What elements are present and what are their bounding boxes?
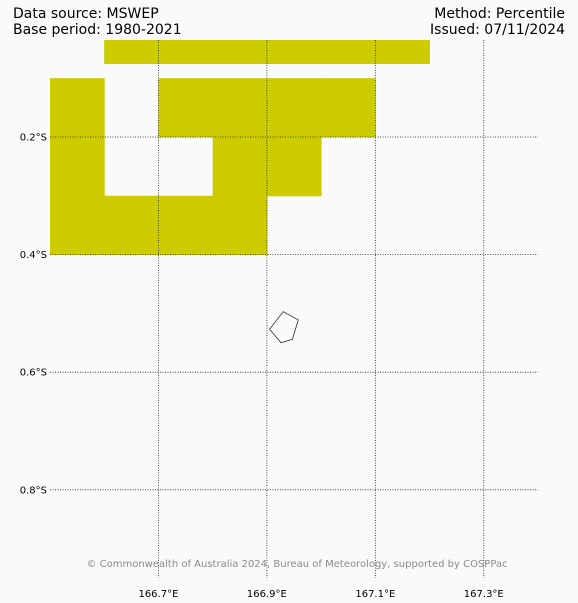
lon-tick-label: 166.9°E (247, 589, 287, 600)
lon-tick-label: 167.3°E (464, 589, 504, 600)
shaded-cell (321, 78, 376, 138)
shaded-cell (50, 78, 105, 138)
shaded-cell (212, 78, 268, 138)
shaded-cell (50, 195, 105, 256)
lat-tick-label: 0.4°S (20, 250, 47, 261)
shaded-cell (50, 137, 105, 197)
lon-tick-label: 166.7°E (138, 589, 178, 600)
header-left: Data source: MSWEP Base period: 1980-202… (13, 6, 182, 38)
shaded-cell (212, 195, 268, 256)
shaded-cell (375, 40, 430, 64)
shaded-cell (158, 40, 214, 64)
shaded-cell (104, 195, 159, 256)
island-outline (269, 311, 299, 344)
issued-label: Issued: 07/11/2024 (430, 22, 565, 38)
shaded-cell (104, 40, 159, 64)
shaded-cell (266, 137, 322, 197)
shaded-cells (50, 40, 430, 256)
shaded-cell (212, 40, 268, 64)
shaded-cell (266, 40, 322, 64)
shaded-cell (158, 78, 214, 138)
lat-tick-label: 0.2°S (20, 133, 47, 144)
lat-tick-label: 0.6°S (20, 368, 47, 379)
credit-text: © Commonwealth of Australia 2024, Bureau… (86, 559, 507, 570)
shaded-cell (158, 195, 214, 256)
lat-tick-label: 0.8°S (20, 485, 47, 496)
shaded-cell (266, 78, 322, 138)
shaded-cell (321, 40, 376, 64)
method-label: Method: Percentile (434, 6, 565, 22)
header-right: Method: Percentile Issued: 07/11/2024 (430, 6, 565, 38)
lon-tick-label: 167.1°E (355, 589, 395, 600)
data-source-label: Data source: MSWEP (13, 6, 159, 22)
shaded-cell (212, 137, 268, 197)
tick-labels: 166.7°E 166.9°E 167.1°E 167.3°E 0.2°S 0.4°S 0.… (20, 133, 504, 600)
gridlines (50, 40, 538, 578)
base-period-label: Base period: 1980-2021 (13, 22, 182, 38)
